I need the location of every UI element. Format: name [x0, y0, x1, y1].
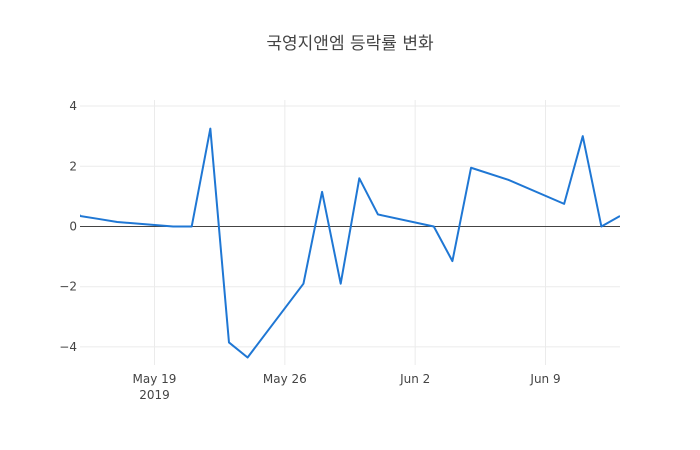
x-tick-label: Jun 9	[529, 372, 560, 386]
data-point[interactable]	[469, 166, 473, 170]
y-tick-label: −2	[59, 280, 77, 294]
data-point[interactable]	[190, 224, 194, 228]
y-tick-label: 2	[69, 159, 77, 173]
x-tick-label: Jun 2	[399, 372, 430, 386]
data-point[interactable]	[339, 282, 343, 286]
series-line	[80, 127, 620, 359]
x-tick-sublabel: 2019	[139, 388, 170, 402]
data-point[interactable]	[301, 282, 305, 286]
data-point[interactable]	[115, 220, 119, 224]
data-point[interactable]	[320, 190, 324, 194]
series-layer	[78, 127, 622, 359]
data-point[interactable]	[506, 178, 510, 182]
data-point[interactable]	[450, 259, 454, 263]
data-point[interactable]	[78, 214, 82, 218]
data-point[interactable]	[376, 212, 380, 216]
y-tick-label: 0	[69, 219, 77, 233]
x-tick-label: May 19	[133, 372, 177, 386]
data-point[interactable]	[599, 224, 603, 228]
data-point[interactable]	[581, 134, 585, 138]
data-point[interactable]	[97, 217, 101, 221]
data-point[interactable]	[208, 127, 212, 131]
data-point[interactable]	[171, 224, 175, 228]
chart-title: 국영지앤엠 등락률 변화	[266, 34, 434, 54]
data-point[interactable]	[432, 224, 436, 228]
y-tick-label: −4	[59, 340, 77, 354]
y-tick-label: 4	[69, 99, 77, 113]
data-point[interactable]	[227, 340, 231, 344]
data-point[interactable]	[618, 214, 622, 218]
x-tick-label: May 26	[263, 372, 307, 386]
data-point[interactable]	[357, 176, 361, 180]
data-point[interactable]	[562, 202, 566, 206]
data-point[interactable]	[246, 355, 250, 359]
axis-tick-labels: May 19 2019 May 26 Jun 2 Jun 9 4 2 0 −2 −4	[59, 99, 560, 402]
